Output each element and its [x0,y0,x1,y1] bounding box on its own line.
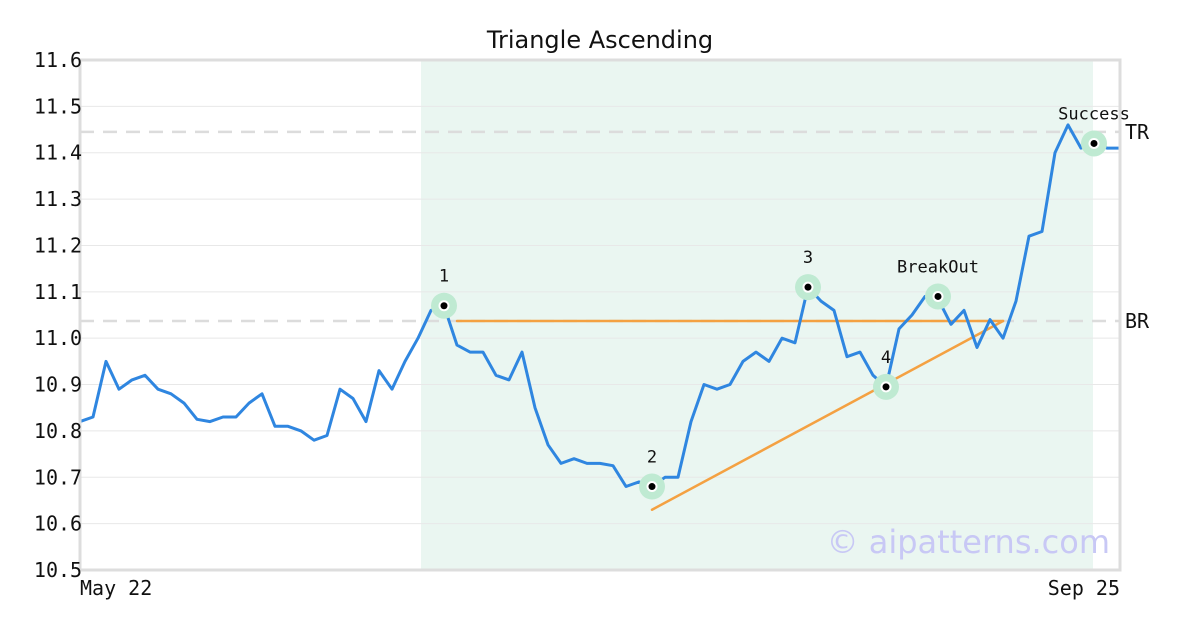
marker-dot [440,302,448,310]
y-tick-label: 11.5 [34,94,82,118]
annotation-label: 1 [439,267,449,287]
x-tick-label: May 22 [80,576,152,600]
grid-lines [80,59,1120,571]
annotation-label: Success [1058,104,1130,124]
y-tick-label: 10.6 [34,512,82,536]
annotation-2: 2 [639,448,665,500]
y-tick-label: 10.5 [34,558,82,582]
y-tick-label: 10.9 [34,373,82,397]
marker-dot [934,292,942,300]
watermark: © aipatterns.com [827,523,1110,561]
pattern-shaded-region [421,60,1093,570]
marker-dot [804,283,812,291]
annotation-label: 2 [647,448,657,468]
y-tick-label: 11.2 [34,233,82,257]
annotation-breakout: BreakOut [897,257,979,310]
y-tick-label: 10.7 [34,465,82,489]
annotation-label: BreakOut [897,257,979,277]
annotation-success: Success [1058,104,1130,157]
price-series-line [79,123,1120,488]
annotation-4: 4 [873,348,899,400]
reference-label-tr: TR [1125,120,1150,144]
annotation-label: 3 [803,248,813,268]
y-tick-label: 11.4 [34,141,82,165]
y-tick-label: 11.6 [34,48,82,72]
annotation-label: 4 [881,348,891,368]
reference-label-br: BR [1125,309,1150,333]
x-axis-ticks: May 22 Sep 25 [80,576,1120,600]
marker-dot [882,383,890,391]
y-tick-label: 10.8 [34,419,82,443]
annotation-1: 1 [431,267,457,319]
pattern-line-2 [650,319,1005,511]
annotation-markers: 1 2 3 4 BreakOut Success [431,104,1130,500]
chart-title: Triangle Ascending [486,26,713,54]
y-tick-label: 11.3 [34,187,82,211]
marker-dot [1090,139,1098,147]
marker-dot [648,483,656,491]
y-tick-label: 11.0 [34,326,82,350]
x-tick-label: Sep 25 [1048,576,1120,600]
y-axis-ticks: 10.5 10.6 10.7 10.8 10.9 11.0 11.1 11.2 11.3 11.4… [34,48,82,582]
y-tick-label: 11.1 [34,280,82,304]
pattern-lines [455,319,1005,511]
annotation-3: 3 [795,248,821,301]
plot-frame [78,58,1122,572]
